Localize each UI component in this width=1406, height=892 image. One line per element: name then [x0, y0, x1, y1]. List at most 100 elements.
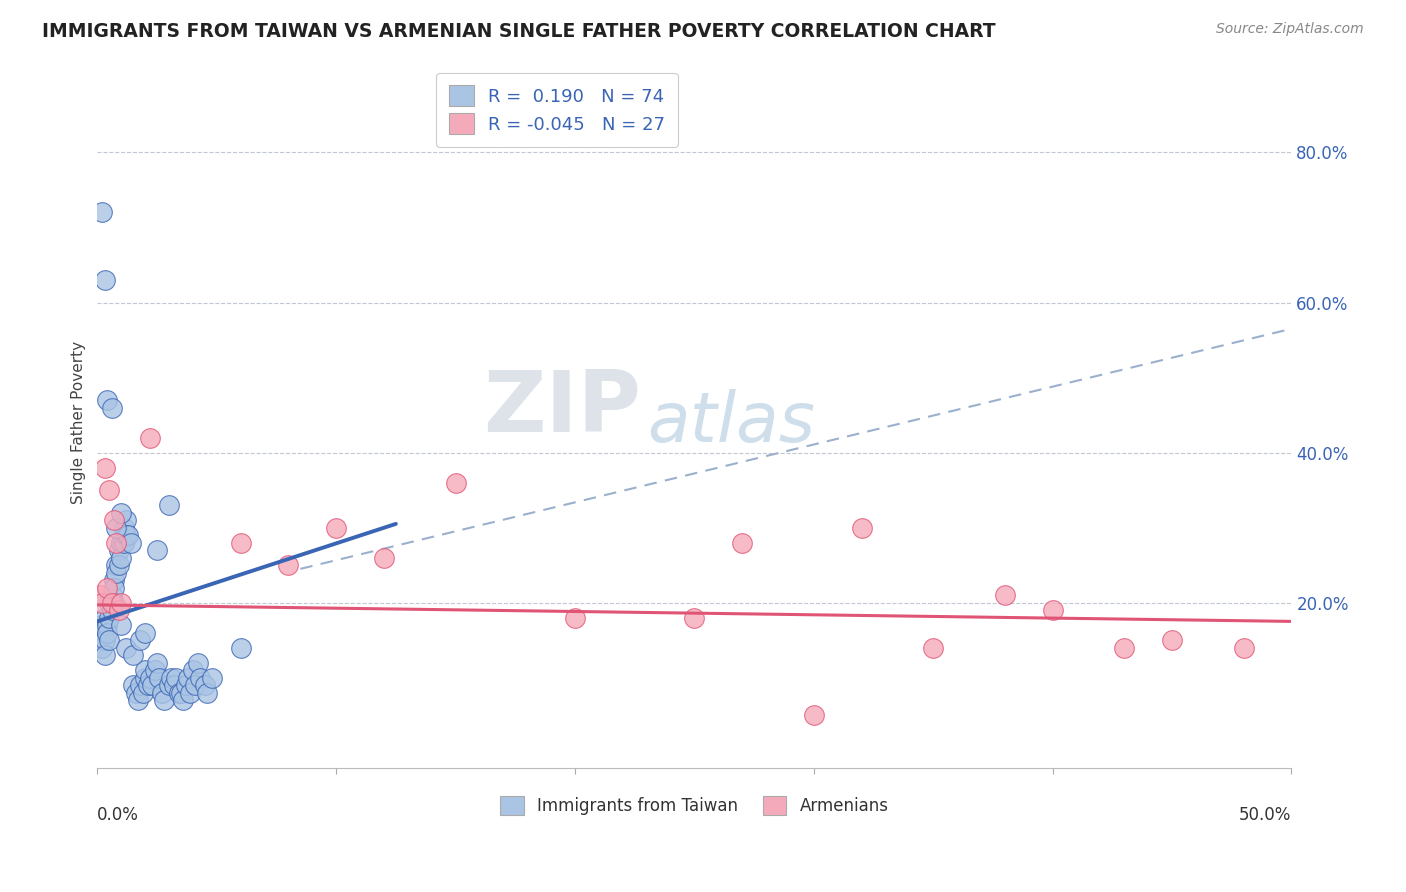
- Point: [851, 520, 873, 534]
- Point: [93, 273, 115, 287]
- Point: [108, 543, 131, 558]
- Point: [170, 686, 193, 700]
- Point: [731, 535, 754, 549]
- Point: [139, 431, 162, 445]
- Point: [103, 581, 125, 595]
- Point: [187, 656, 209, 670]
- Point: [124, 686, 146, 700]
- Point: [188, 671, 211, 685]
- Point: [134, 625, 156, 640]
- Point: [153, 693, 176, 707]
- Point: [564, 610, 586, 624]
- Point: [103, 513, 125, 527]
- Point: [98, 483, 121, 497]
- Point: [1042, 603, 1064, 617]
- Point: [143, 663, 166, 677]
- Point: [922, 640, 945, 655]
- Legend: Immigrants from Taiwan, Armenians: Immigrants from Taiwan, Armenians: [494, 789, 896, 822]
- Text: Source: ZipAtlas.com: Source: ZipAtlas.com: [1216, 22, 1364, 37]
- Point: [98, 610, 121, 624]
- Point: [105, 558, 128, 573]
- Point: [201, 671, 224, 685]
- Point: [100, 401, 122, 415]
- Point: [112, 535, 135, 549]
- Point: [139, 671, 162, 685]
- Point: [108, 603, 131, 617]
- Point: [98, 633, 121, 648]
- Point: [122, 648, 145, 662]
- Point: [444, 475, 467, 490]
- Point: [96, 393, 118, 408]
- Point: [148, 671, 170, 685]
- Point: [105, 535, 128, 549]
- Point: [96, 625, 118, 640]
- Point: [141, 678, 163, 692]
- Point: [194, 678, 217, 692]
- Point: [110, 506, 132, 520]
- Point: [93, 633, 115, 648]
- Point: [172, 693, 194, 707]
- Point: [103, 596, 125, 610]
- Point: [157, 498, 180, 512]
- Point: [91, 596, 114, 610]
- Point: [132, 686, 155, 700]
- Point: [994, 588, 1017, 602]
- Point: [146, 543, 169, 558]
- Point: [1114, 640, 1136, 655]
- Text: IMMIGRANTS FROM TAIWAN VS ARMENIAN SINGLE FATHER POVERTY CORRELATION CHART: IMMIGRANTS FROM TAIWAN VS ARMENIAN SINGL…: [42, 22, 995, 41]
- Point: [373, 550, 395, 565]
- Point: [110, 596, 132, 610]
- Point: [129, 678, 152, 692]
- Point: [96, 581, 118, 595]
- Point: [181, 663, 204, 677]
- Text: atlas: atlas: [647, 389, 814, 456]
- Point: [91, 205, 114, 219]
- Point: [229, 535, 252, 549]
- Point: [115, 528, 138, 542]
- Point: [325, 520, 347, 534]
- Point: [108, 558, 131, 573]
- Point: [167, 686, 190, 700]
- Text: 50.0%: 50.0%: [1239, 805, 1292, 823]
- Point: [1161, 633, 1184, 648]
- Point: [103, 573, 125, 587]
- Point: [89, 625, 111, 640]
- Point: [110, 550, 132, 565]
- Point: [179, 686, 201, 700]
- Point: [105, 520, 128, 534]
- Point: [134, 671, 156, 685]
- Point: [174, 678, 197, 692]
- Point: [112, 520, 135, 534]
- Point: [163, 678, 186, 692]
- Point: [105, 566, 128, 580]
- Point: [184, 678, 207, 692]
- Text: ZIP: ZIP: [482, 368, 641, 450]
- Point: [229, 640, 252, 655]
- Point: [803, 708, 825, 723]
- Point: [110, 618, 132, 632]
- Point: [195, 686, 218, 700]
- Point: [134, 663, 156, 677]
- Point: [91, 640, 114, 655]
- Point: [177, 671, 200, 685]
- Text: 0.0%: 0.0%: [97, 805, 139, 823]
- Point: [129, 633, 152, 648]
- Point: [277, 558, 299, 573]
- Point: [127, 693, 149, 707]
- Point: [100, 596, 122, 610]
- Point: [117, 528, 139, 542]
- Point: [115, 513, 138, 527]
- Point: [1233, 640, 1256, 655]
- Point: [136, 678, 159, 692]
- Point: [91, 618, 114, 632]
- Point: [100, 603, 122, 617]
- Point: [122, 678, 145, 692]
- Point: [100, 588, 122, 602]
- Y-axis label: Single Father Poverty: Single Father Poverty: [72, 341, 86, 504]
- Point: [98, 596, 121, 610]
- Point: [120, 535, 142, 549]
- Point: [160, 671, 183, 685]
- Point: [115, 640, 138, 655]
- Point: [165, 671, 187, 685]
- Point: [89, 588, 111, 602]
